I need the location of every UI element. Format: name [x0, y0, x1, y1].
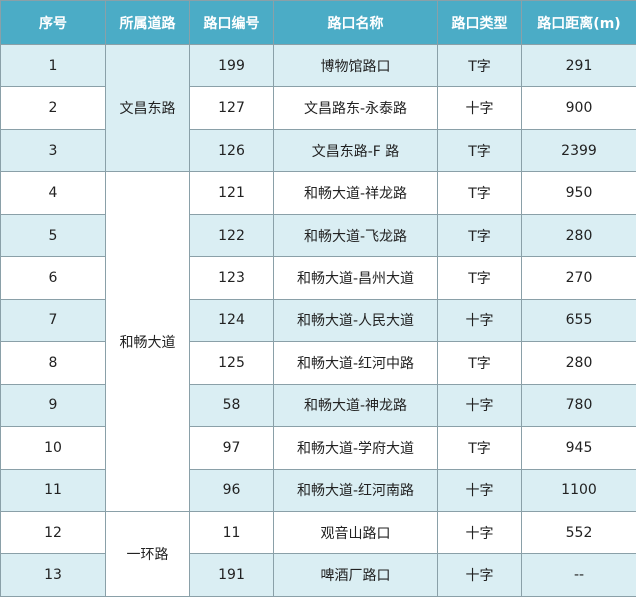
table-row: 3 126 文昌东路-F 路 T字 2399: [0, 128, 636, 173]
crossing-type-cell: T字: [437, 426, 522, 470]
table-row: 12 一环路 11 观音山路口 十字 552: [0, 510, 636, 597]
header-cell: 序号: [0, 0, 106, 45]
distance-cell: 280: [521, 213, 636, 258]
table-row: 13 191 啤酒厂路口 十字 --: [0, 553, 636, 597]
crossing-name-cell: 文昌路东-永泰路: [273, 86, 438, 130]
crossing-name-cell: 和畅大道-神龙路: [273, 383, 438, 428]
distance-cell: 780: [521, 383, 636, 428]
header-cell: 路口名称: [273, 0, 438, 45]
road-cell: 文昌东路: [105, 43, 190, 173]
distance-cell: --: [521, 553, 636, 597]
serial-cell: 10: [0, 426, 106, 470]
distance-cell: 655: [521, 298, 636, 343]
crossing-id-cell: 11: [189, 510, 274, 555]
crossing-id-cell: 121: [189, 171, 274, 215]
crossing-name-cell: 和畅大道-祥龙路: [273, 171, 438, 215]
crossing-id-cell: 127: [189, 86, 274, 130]
table-row: 1 文昌东路 199 博物馆路口 T字 291: [0, 43, 636, 173]
crossing-name-cell: 和畅大道-飞龙路: [273, 213, 438, 258]
distance-cell: 1100: [521, 468, 636, 512]
crossing-name-cell: 和畅大道-学府大道: [273, 426, 438, 470]
crossing-name-cell: 观音山路口: [273, 510, 438, 555]
serial-cell: 4: [0, 171, 106, 215]
crossing-type-cell: 十字: [437, 298, 522, 343]
serial-cell: 5: [0, 213, 106, 258]
crossing-id-cell: 125: [189, 341, 274, 385]
serial-cell: 11: [0, 468, 106, 512]
crossing-type-cell: 十字: [437, 383, 522, 428]
serial-cell: 8: [0, 341, 106, 385]
crossing-name-cell: 和畅大道-红河中路: [273, 341, 438, 385]
serial-cell: 7: [0, 298, 106, 343]
road-cell: 和畅大道: [105, 171, 190, 512]
serial-cell: 12: [0, 510, 106, 555]
table-header: 序号 所属道路 路口编号 路口名称 路口类型 路口距离(m): [0, 0, 636, 45]
crossing-id-cell: 191: [189, 553, 274, 597]
table-row: 4 和畅大道 121 和畅大道-祥龙路 T字 950: [0, 171, 636, 512]
serial-cell: 3: [0, 128, 106, 173]
crossing-name-cell: 文昌东路-F 路: [273, 128, 438, 173]
header-cell: 路口距离(m): [521, 0, 636, 45]
table-row: 11 96 和畅大道-红河南路 十字 1100: [0, 468, 636, 512]
crossing-name-cell: 和畅大道-昌州大道: [273, 256, 438, 300]
crossing-id-cell: 122: [189, 213, 274, 258]
crossing-name-cell: 和畅大道-人民大道: [273, 298, 438, 343]
distance-cell: 945: [521, 426, 636, 470]
road-cell: 一环路: [105, 510, 190, 597]
header-row: 序号 所属道路 路口编号 路口名称 路口类型 路口距离(m): [0, 0, 636, 45]
header-cell: 所属道路: [105, 0, 190, 45]
crossing-id-cell: 58: [189, 383, 274, 428]
crossing-id-cell: 124: [189, 298, 274, 343]
serial-cell: 9: [0, 383, 106, 428]
header-cell: 路口类型: [437, 0, 522, 45]
crossing-type-cell: 十字: [437, 468, 522, 512]
table-row: 5 122 和畅大道-飞龙路 T字 280: [0, 213, 636, 258]
crossing-type-cell: T字: [437, 341, 522, 385]
distance-cell: 900: [521, 86, 636, 130]
crossing-id-cell: 123: [189, 256, 274, 300]
crossing-id-cell: 97: [189, 426, 274, 470]
crossing-id-cell: 96: [189, 468, 274, 512]
crossing-name-cell: 啤酒厂路口: [273, 553, 438, 597]
crossing-id-cell: 126: [189, 128, 274, 173]
crossing-type-cell: 十字: [437, 510, 522, 555]
table-row: 6 123 和畅大道-昌州大道 T字 270: [0, 256, 636, 300]
crossing-type-cell: T字: [437, 171, 522, 215]
table-row: 2 127 文昌路东-永泰路 十字 900: [0, 86, 636, 130]
distance-cell: 291: [521, 43, 636, 88]
crossing-type-cell: T字: [437, 213, 522, 258]
table-row: 8 125 和畅大道-红河中路 T字 280: [0, 341, 636, 385]
crossing-name-cell: 和畅大道-红河南路: [273, 468, 438, 512]
serial-cell: 2: [0, 86, 106, 130]
distance-cell: 270: [521, 256, 636, 300]
distance-cell: 280: [521, 341, 636, 385]
distance-cell: 950: [521, 171, 636, 215]
crossing-id-cell: 199: [189, 43, 274, 88]
crossing-type-cell: 十字: [437, 553, 522, 597]
distance-cell: 2399: [521, 128, 636, 173]
crossing-type-cell: T字: [437, 128, 522, 173]
table-row: 7 124 和畅大道-人民大道 十字 655: [0, 298, 636, 343]
crossing-type-cell: T字: [437, 256, 522, 300]
header-cell: 路口编号: [189, 0, 274, 45]
crossing-type-cell: 十字: [437, 86, 522, 130]
distance-cell: 552: [521, 510, 636, 555]
table-body: 1 文昌东路 199 博物馆路口 T字 291 2 127 文昌路东-永泰路 十字 900 3 126 文…: [0, 43, 636, 597]
serial-cell: 13: [0, 553, 106, 597]
serial-cell: 6: [0, 256, 106, 300]
crossing-type-cell: T字: [437, 43, 522, 88]
table-row: 10 97 和畅大道-学府大道 T字 945: [0, 426, 636, 470]
serial-cell: 1: [0, 43, 106, 88]
crossing-name-cell: 博物馆路口: [273, 43, 438, 88]
table-row: 9 58 和畅大道-神龙路 十字 780: [0, 383, 636, 428]
